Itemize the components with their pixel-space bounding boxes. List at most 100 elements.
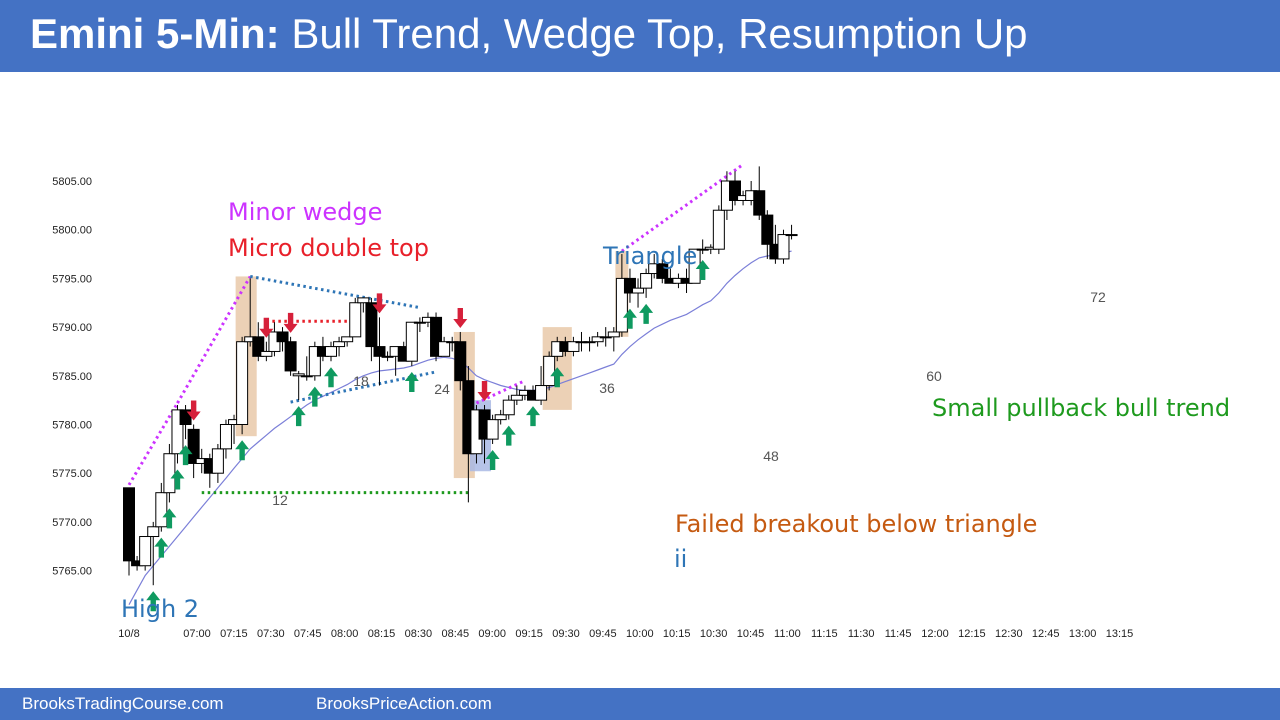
footer-banner: [0, 688, 1280, 720]
up-arrow-icon: [550, 367, 565, 388]
candle-body: [405, 321, 418, 362]
down-arrow-icon: [453, 307, 468, 328]
y-tick-label: 5780.00: [52, 420, 92, 432]
candle-body: [712, 209, 725, 250]
x-tick-label: 12:00: [921, 628, 949, 640]
candle-body: [729, 180, 741, 201]
x-tick-label: 09:00: [478, 628, 506, 640]
candle-body: [753, 190, 766, 216]
candle-body: [486, 419, 499, 440]
x-tick-label: 10:15: [663, 628, 691, 640]
y-tick-label: 5800.00: [52, 225, 92, 237]
x-tick-label: 10/8: [118, 628, 139, 640]
up-arrow-icon: [639, 303, 654, 324]
x-tick-label: 13:00: [1069, 628, 1097, 640]
annotation-high-2: High 2: [121, 595, 199, 623]
candle-body: [567, 341, 580, 352]
candle-body: [219, 424, 232, 450]
candle-body: [123, 487, 135, 562]
x-tick-label: 09:15: [515, 628, 543, 640]
down-arrow-icon: [283, 312, 298, 333]
bar-number-label: 60: [926, 368, 942, 384]
y-tick-label: 5775.00: [52, 468, 92, 480]
x-tick-label: 08:15: [368, 628, 396, 640]
candle-body: [276, 331, 289, 343]
x-tick-label: 11:00: [774, 628, 801, 640]
x-tick-label: 08:30: [405, 628, 433, 640]
candle-body: [163, 453, 176, 494]
bar-number-label: 18: [353, 373, 369, 389]
candle-body: [284, 341, 297, 372]
y-tick-label: 5790.00: [52, 322, 92, 334]
candle-body: [640, 273, 653, 289]
x-tick-label: 12:30: [995, 628, 1023, 640]
candle-body: [413, 321, 426, 324]
title-bold: Emini 5-Min:: [30, 10, 280, 57]
candle-body: [325, 346, 337, 357]
page-title: Emini 5-Min: Bull Trend, Wedge Top, Resu…: [30, 10, 1028, 58]
up-arrow-icon: [146, 591, 161, 612]
candle-body: [623, 277, 636, 294]
candle-body: [365, 302, 378, 348]
candle-body: [543, 355, 556, 387]
x-tick-label: 11:30: [848, 628, 875, 640]
title-banner: [0, 0, 1280, 72]
up-arrow-icon: [291, 406, 306, 427]
wedge-line: [176, 275, 252, 404]
bar-number-label: 24: [434, 381, 450, 397]
y-tick-label: 5765.00: [52, 566, 92, 578]
x-tick-label: 13:15: [1106, 628, 1134, 640]
up-arrow-icon: [526, 406, 540, 427]
annotation-small-pullback: Small pullback bull trend: [932, 394, 1230, 422]
candle-body: [373, 346, 386, 357]
x-tick-label: 08:45: [442, 628, 470, 640]
down-arrow-icon: [372, 293, 387, 314]
candle-body: [308, 346, 321, 377]
annotation-layer: Minor wedge Micro double top Triangle High …: [121, 198, 1230, 623]
y-tick-label: 5770.00: [52, 517, 92, 529]
candle-body: [341, 336, 354, 343]
x-tick-label: 09:45: [589, 628, 617, 640]
candle-body: [777, 234, 790, 260]
down-arrow-icon: [477, 381, 492, 402]
candle-body: [179, 409, 192, 426]
x-tick-label: 07:15: [220, 628, 248, 640]
x-tick-label: 10:30: [700, 628, 728, 640]
x-tick-label: 10:00: [626, 628, 654, 640]
y-tick-label: 5805.00: [52, 176, 92, 188]
up-arrow-icon: [235, 440, 250, 461]
candle-body: [591, 336, 604, 343]
up-arrow-icon: [485, 449, 500, 470]
bar-number-label: 48: [763, 448, 779, 464]
footer-link-brookstradingcourse[interactable]: BrooksTradingCourse.com: [22, 694, 224, 713]
up-arrow-icon: [162, 508, 177, 529]
candle-body: [171, 409, 184, 455]
up-arrow-icon: [404, 372, 419, 393]
bar-number-label: 12: [272, 492, 288, 508]
down-arrow-icon: [186, 400, 201, 421]
up-arrow-icon: [178, 445, 193, 466]
candle-body: [785, 234, 798, 237]
footer-link-brookspriceaction[interactable]: BrooksPriceAction.com: [316, 694, 492, 713]
candle-body: [187, 428, 200, 464]
wedge-line: [621, 163, 744, 253]
candle-body: [333, 341, 346, 348]
up-arrow-icon: [622, 308, 637, 329]
candle-body: [761, 214, 774, 245]
annotation-triangle: Triangle: [602, 242, 697, 270]
candle-body: [252, 336, 265, 357]
annotation-minor-wedge: Minor wedge: [228, 198, 382, 226]
x-tick-label: 12:15: [958, 628, 986, 640]
y-tick-label: 5785.00: [52, 371, 92, 383]
x-tick-label: 07:45: [294, 628, 322, 640]
candle-body: [349, 302, 362, 338]
annotation-ii: ii: [674, 545, 687, 573]
wedge-line: [127, 402, 179, 486]
triangle-upper-line: [249, 274, 421, 310]
up-arrow-icon: [307, 386, 322, 407]
x-tick-label: 11:15: [811, 628, 838, 640]
x-tick-label: 07:00: [183, 628, 211, 640]
candle-body: [147, 526, 160, 538]
candle-body: [502, 399, 515, 416]
x-tick-label: 11:45: [885, 628, 912, 640]
